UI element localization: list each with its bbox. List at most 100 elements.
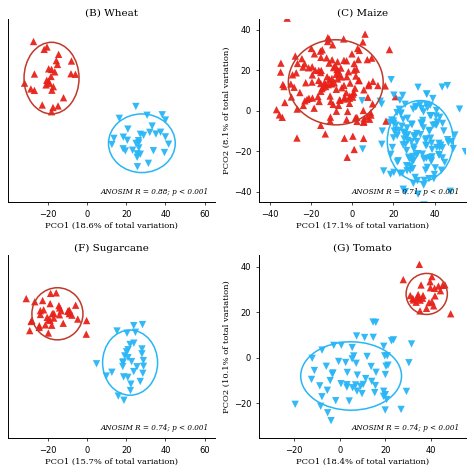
Point [438,166,445,174]
Point [308,375,315,383]
Point [422,136,429,144]
Point [341,135,348,142]
Point [410,146,418,153]
Point [372,368,380,376]
X-axis label: PCO1 (18.4% of total variation): PCO1 (18.4% of total variation) [296,458,429,465]
Point [424,104,431,111]
Point [352,114,359,122]
Point [369,100,376,108]
Point [400,276,407,283]
Point [303,96,311,103]
Point [366,116,374,123]
Point [322,363,330,370]
Point [329,100,337,108]
Point [350,352,357,360]
Point [409,157,416,165]
Point [344,108,351,115]
Point [48,86,56,94]
Point [353,65,360,73]
Point [288,93,295,101]
Point [437,141,445,149]
Point [65,310,73,318]
Point [359,145,366,153]
Point [334,75,341,83]
Point [438,144,446,152]
Point [410,105,417,113]
Point [393,109,401,117]
Point [427,154,434,162]
Point [93,360,100,368]
Point [310,104,318,112]
Point [273,106,280,113]
Point [281,99,289,106]
Point [380,387,387,395]
Point [447,310,455,318]
Point [412,299,420,306]
Point [140,363,147,370]
Point [382,391,389,399]
Point [425,299,433,306]
Point [342,89,350,97]
Point [352,381,359,389]
Text: ANOSIM R = 0.74; p < 0.001: ANOSIM R = 0.74; p < 0.001 [351,424,459,432]
Point [55,311,63,319]
Point [352,72,360,80]
Point [390,91,398,99]
Point [124,346,132,354]
Point [135,137,142,145]
Point [317,80,325,87]
Point [120,373,128,381]
Point [293,134,301,142]
Point [395,127,402,135]
Point [321,79,328,86]
Point [337,73,345,81]
Point [348,355,356,363]
Point [382,82,389,90]
Point [315,77,322,84]
Point [56,304,64,312]
Point [68,311,76,319]
Point [399,91,406,99]
Point [383,352,391,360]
Point [48,108,55,116]
Point [318,85,326,92]
Point [48,321,55,329]
Point [384,361,392,369]
Point [367,111,375,119]
Point [349,132,356,140]
Point [293,105,301,113]
Point [390,119,398,127]
Point [330,79,338,87]
Point [55,302,63,310]
Point [152,130,160,138]
Point [448,138,456,146]
Point [292,69,300,77]
Point [400,185,407,193]
Point [279,81,287,88]
Point [133,150,141,157]
Point [415,294,422,302]
Point [456,105,463,113]
Point [299,64,307,71]
Point [358,390,366,397]
Point [369,78,377,85]
Point [119,359,127,366]
Point [40,306,47,314]
Point [365,80,373,88]
Point [123,348,130,356]
Text: ANOSIM R = 0.71; p < 0.001: ANOSIM R = 0.71; p < 0.001 [351,188,459,196]
Point [64,307,72,315]
Point [364,56,371,64]
Point [368,55,375,62]
Point [137,130,144,138]
Point [360,115,368,123]
Point [51,68,59,76]
Point [150,147,157,155]
Point [435,139,443,147]
Point [143,111,151,119]
Point [333,85,340,93]
Point [444,136,451,144]
Point [350,60,358,67]
Point [369,334,377,341]
Point [417,131,424,138]
